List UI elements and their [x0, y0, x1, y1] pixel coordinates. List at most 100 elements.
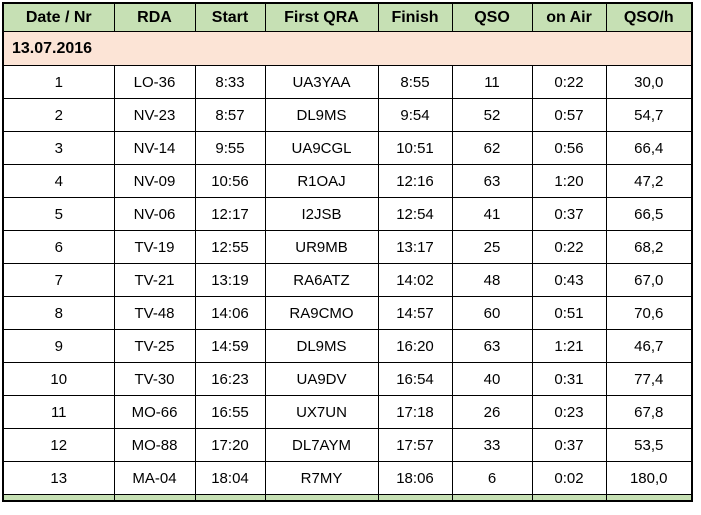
table-cell: 12:54 — [377, 197, 453, 231]
column-header: QSO/h — [605, 2, 693, 32]
table-cell: 16:23 — [194, 362, 266, 396]
table-cell: 1:20 — [531, 164, 607, 198]
footer-cell — [531, 494, 607, 502]
footer-cell — [377, 494, 453, 502]
table-cell: 66,4 — [605, 131, 693, 165]
table-cell: 10:51 — [377, 131, 453, 165]
table-cell: 14:59 — [194, 329, 266, 363]
table-cell: 11 — [2, 395, 115, 429]
table-cell: 40 — [451, 362, 533, 396]
footer-cell — [264, 494, 379, 502]
table-cell: DL9MS — [264, 329, 379, 363]
column-header: QSO — [451, 2, 533, 32]
table-cell: 14:57 — [377, 296, 453, 330]
table-cell: 54,7 — [605, 98, 693, 132]
footer-cell — [605, 494, 693, 502]
table-cell: 52 — [451, 98, 533, 132]
table-cell: 60 — [451, 296, 533, 330]
footer-cell — [194, 494, 266, 502]
table-cell: NV-23 — [113, 98, 196, 132]
table-cell: 0:37 — [531, 428, 607, 462]
table-cell: 53,5 — [605, 428, 693, 462]
date-group-cell: 13.07.2016 — [2, 31, 693, 66]
table-cell: 7 — [2, 263, 115, 297]
table-cell: 17:20 — [194, 428, 266, 462]
footer-row — [2, 494, 693, 502]
table-row: 12 MO-88 17:20 DL7AYM 17:57 33 0:37 53,5 — [2, 428, 693, 462]
table-cell: 33 — [451, 428, 533, 462]
table-cell: 0:43 — [531, 263, 607, 297]
table-cell: 9:55 — [194, 131, 266, 165]
table-row: 6 TV-19 12:55 UR9MB 13:17 25 0:22 68,2 — [2, 230, 693, 264]
table-cell: 16:55 — [194, 395, 266, 429]
date-group-row: 13.07.2016 — [2, 31, 693, 66]
table-body: 13.07.2016 1 LO-36 8:33 UA3YAA 8:55 11 0:22 30,… — [2, 31, 693, 495]
table-cell: R1OAJ — [264, 164, 379, 198]
table-cell: LO-36 — [113, 65, 196, 99]
table-cell: 8:55 — [377, 65, 453, 99]
table-cell: 6 — [451, 461, 533, 495]
table-cell: 0:56 — [531, 131, 607, 165]
table-cell: 66,5 — [605, 197, 693, 231]
table-cell: NV-06 — [113, 197, 196, 231]
table-cell: 2 — [2, 98, 115, 132]
table-cell: 13 — [2, 461, 115, 495]
table-cell: 0:57 — [531, 98, 607, 132]
table-cell: 4 — [2, 164, 115, 198]
table-row: 1 LO-36 8:33 UA3YAA 8:55 11 0:22 30,0 — [2, 65, 693, 99]
column-header: RDA — [113, 2, 196, 32]
footer-cell — [2, 494, 115, 502]
table-cell: 10:56 — [194, 164, 266, 198]
table-cell: 14:02 — [377, 263, 453, 297]
table-cell: 68,2 — [605, 230, 693, 264]
table-cell: 9 — [2, 329, 115, 363]
column-header: Finish — [377, 2, 453, 32]
table-row: 4 NV-09 10:56 R1OAJ 12:16 63 1:20 47,2 — [2, 164, 693, 198]
table-cell: 30,0 — [605, 65, 693, 99]
table-cell: UA9DV — [264, 362, 379, 396]
table-cell: UA9CGL — [264, 131, 379, 165]
table-cell: 180,0 — [605, 461, 693, 495]
table-cell: 6 — [2, 230, 115, 264]
table-cell: 41 — [451, 197, 533, 231]
table-cell: 8:57 — [194, 98, 266, 132]
table-cell: 46,7 — [605, 329, 693, 363]
table-cell: 70,6 — [605, 296, 693, 330]
table-cell: 9:54 — [377, 98, 453, 132]
table-cell: 0:31 — [531, 362, 607, 396]
table-cell: 0:22 — [531, 65, 607, 99]
table-cell: 67,8 — [605, 395, 693, 429]
table-cell: 11 — [451, 65, 533, 99]
table-cell: TV-30 — [113, 362, 196, 396]
table-cell: 0:22 — [531, 230, 607, 264]
table-cell: R7MY — [264, 461, 379, 495]
table-cell: 18:06 — [377, 461, 453, 495]
table-cell: 8:33 — [194, 65, 266, 99]
table-cell: 8 — [2, 296, 115, 330]
table-cell: MA-04 — [113, 461, 196, 495]
table-row: 10 TV-30 16:23 UA9DV 16:54 40 0:31 77,4 — [2, 362, 693, 396]
table-cell: 16:54 — [377, 362, 453, 396]
table-cell: MO-88 — [113, 428, 196, 462]
table-cell: TV-25 — [113, 329, 196, 363]
footer-cell — [451, 494, 533, 502]
table-row: 8 TV-48 14:06 RA9CMO 14:57 60 0:51 70,6 — [2, 296, 693, 330]
table-cell: 0:23 — [531, 395, 607, 429]
table-cell: MO-66 — [113, 395, 196, 429]
table-cell: 16:20 — [377, 329, 453, 363]
rda-log-table: Date / Nr RDA Start First QRA Finish QSO on Ai… — [2, 2, 693, 502]
column-header: on Air — [531, 2, 607, 32]
header-row: Date / Nr RDA Start First QRA Finish QSO on Ai… — [2, 2, 693, 32]
table-cell: 17:18 — [377, 395, 453, 429]
table-cell: RA9CMO — [264, 296, 379, 330]
table-cell: 13:17 — [377, 230, 453, 264]
table-row: 3 NV-14 9:55 UA9CGL 10:51 62 0:56 66,4 — [2, 131, 693, 165]
table-cell: 62 — [451, 131, 533, 165]
table-cell: 67,0 — [605, 263, 693, 297]
table-cell: 10 — [2, 362, 115, 396]
table-cell: 0:37 — [531, 197, 607, 231]
table-cell: 48 — [451, 263, 533, 297]
table-cell: 3 — [2, 131, 115, 165]
table-cell: TV-19 — [113, 230, 196, 264]
table-row: 11 MO-66 16:55 UX7UN 17:18 26 0:23 67,8 — [2, 395, 693, 429]
